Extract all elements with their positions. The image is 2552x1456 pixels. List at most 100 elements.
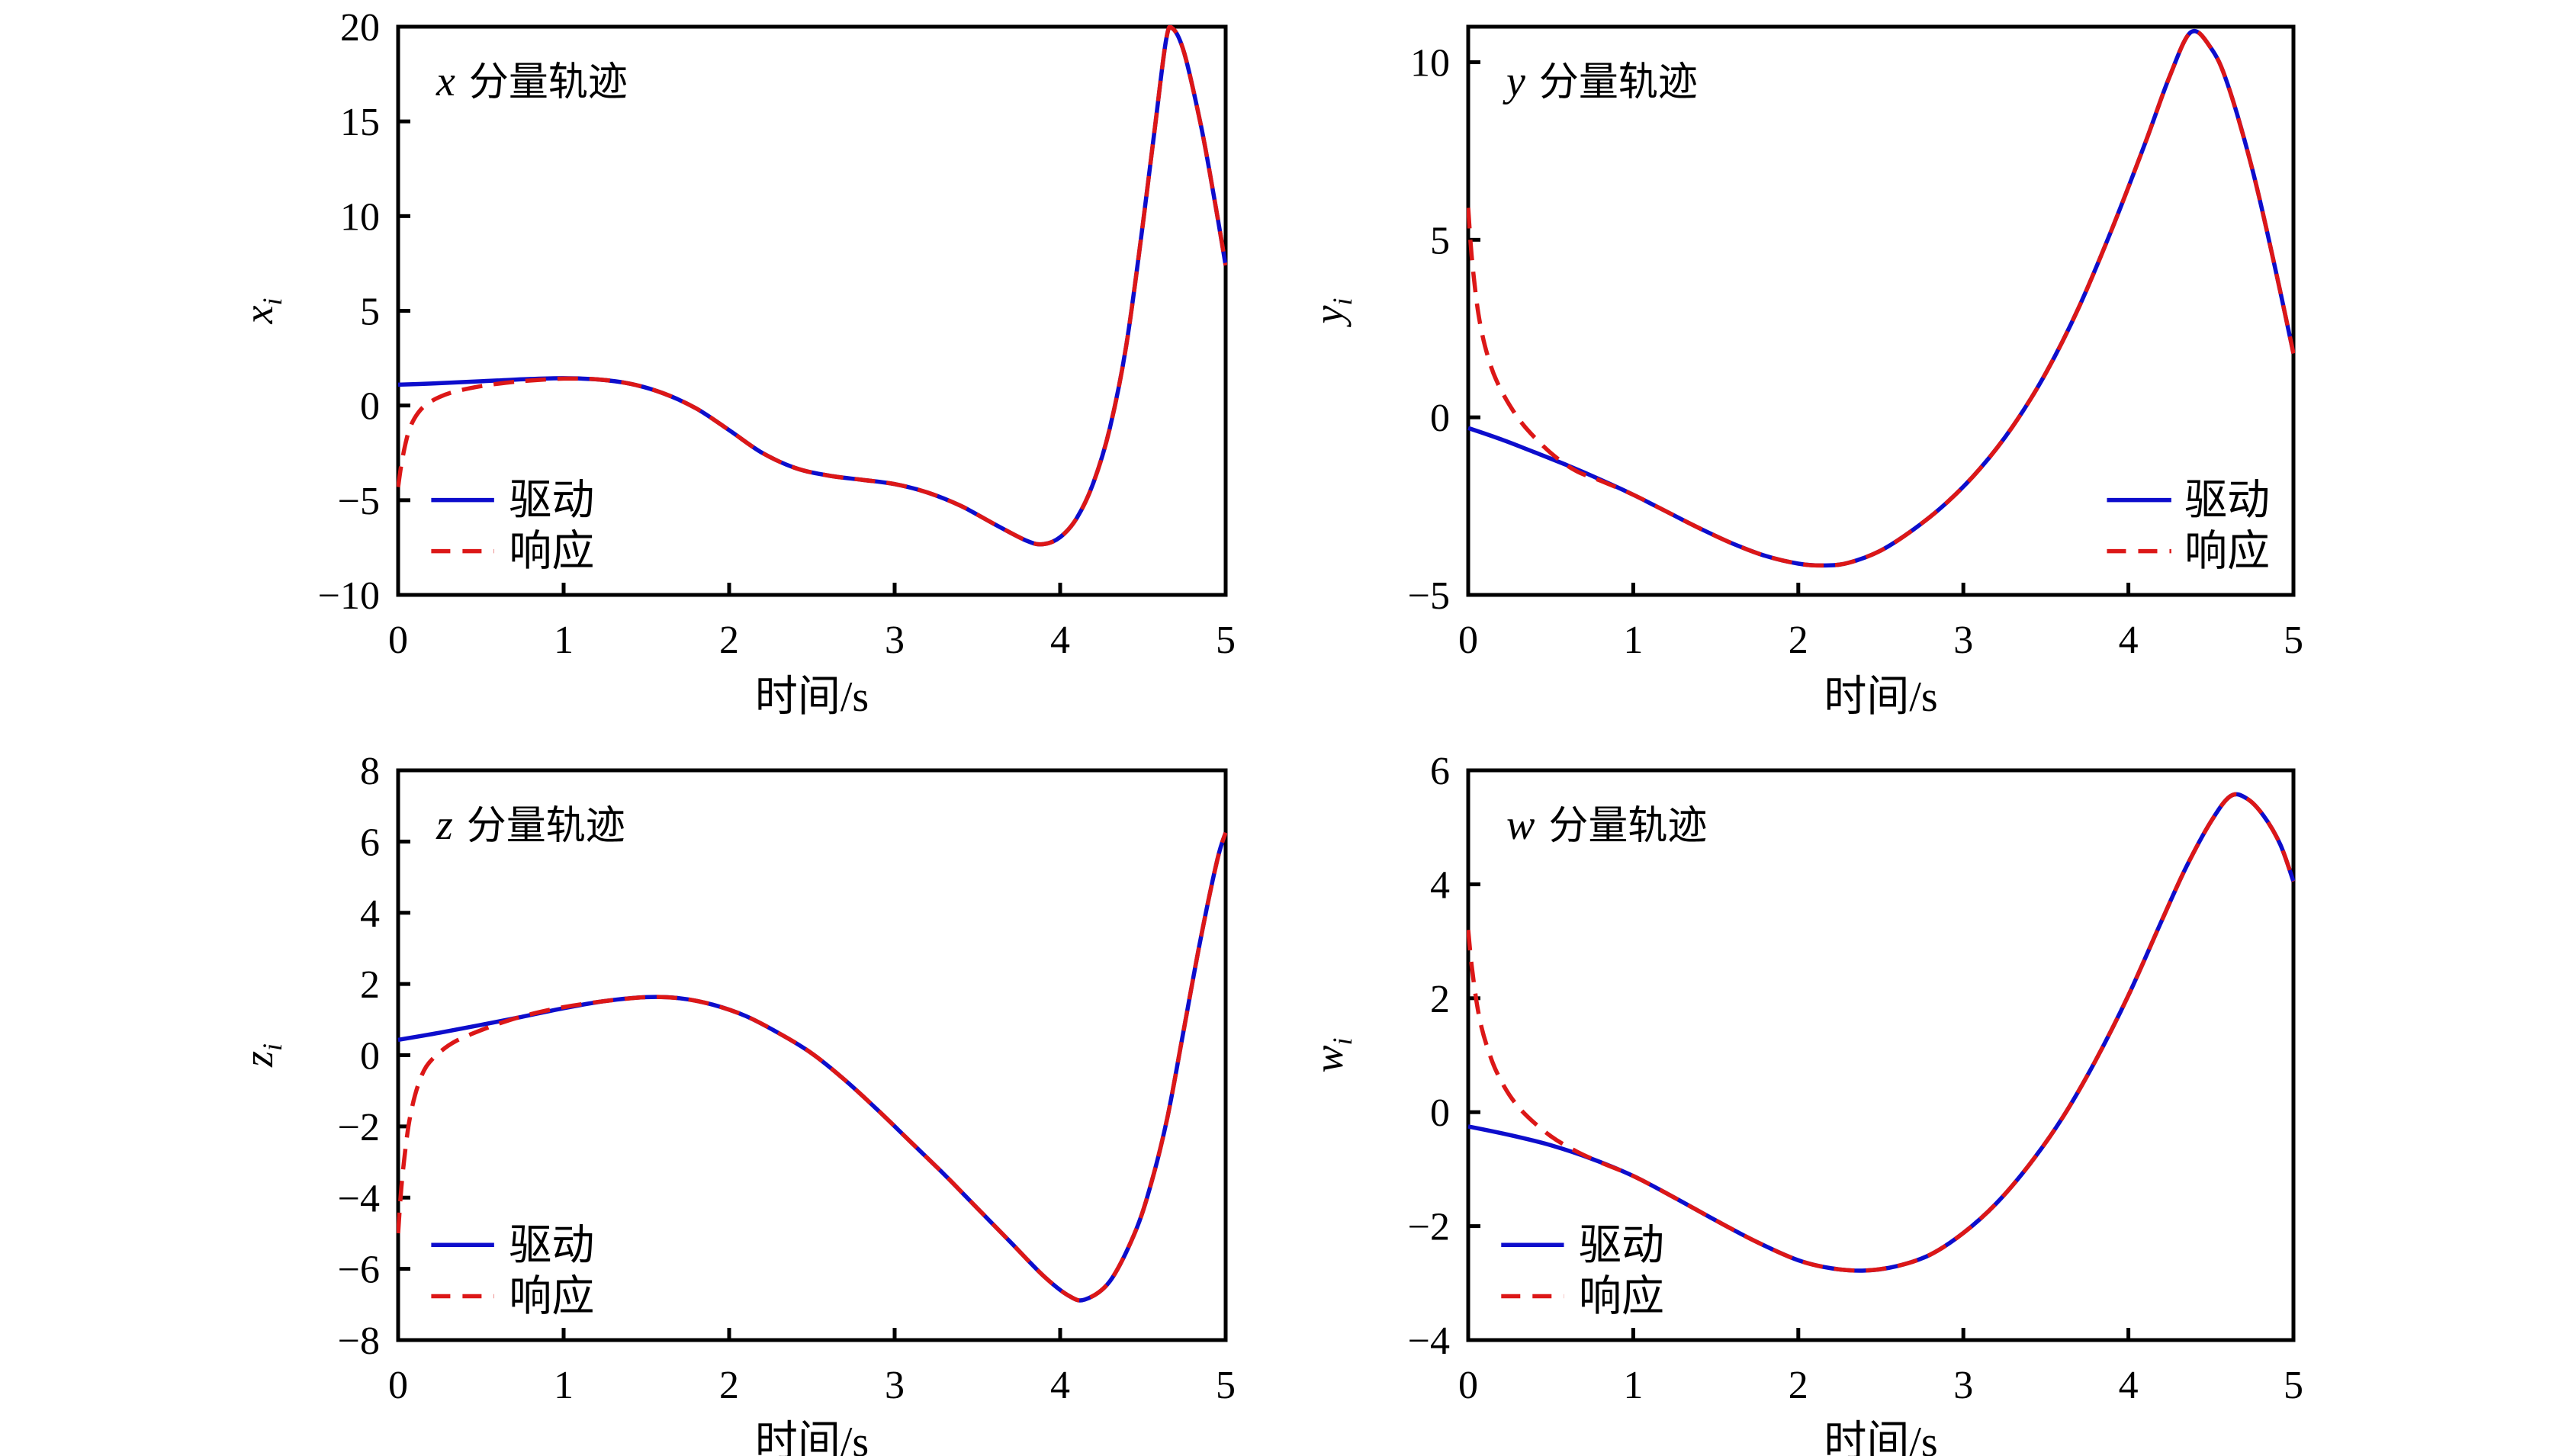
x-tick-label: 2 (1789, 1364, 1808, 1407)
x-tick-label: 2 (719, 1364, 739, 1407)
x-tick-label: 4 (2119, 1364, 2139, 1407)
y-tick-label: −2 (1408, 1206, 1450, 1249)
plot-frame (1466, 768, 2296, 1342)
y-tick-label: 20 (340, 6, 380, 50)
x-axis-label: 时间/s (755, 1419, 869, 1456)
x-axis-label: 时间/s (755, 673, 869, 721)
y-tick-label: 10 (340, 195, 380, 239)
x-tick-label: 4 (1050, 1364, 1070, 1407)
legend-drive-label: 驱动 (2184, 477, 2270, 525)
chart-title: w 分量轨迹 (1506, 802, 1707, 849)
y-axis-label: xi (236, 298, 288, 325)
y-tick-label: 4 (360, 892, 380, 936)
x-axis-label: 时间/s (1824, 1419, 1937, 1456)
chart-title-text: 分量轨迹 (1548, 805, 1707, 848)
y-axis-label: wi (1306, 1037, 1358, 1072)
x-tick-label: 0 (388, 1364, 408, 1407)
y-tick-label: 6 (360, 821, 380, 864)
y-tick-label: 6 (1430, 750, 1450, 793)
x-tick-label: 0 (1458, 619, 1478, 662)
y-axis-label-subscript: i (1327, 298, 1358, 306)
y-tick-label: −2 (338, 1106, 380, 1149)
x-tick-label: 5 (1216, 619, 1236, 662)
response-curve (1467, 792, 2295, 1273)
legend-drive-label: 驱动 (1579, 1222, 1664, 1269)
legend-drive-label: 驱动 (509, 477, 594, 525)
y-tick-label: −5 (1408, 574, 1450, 618)
response-curve (397, 831, 1227, 1303)
x-tick-label: 2 (1789, 619, 1808, 662)
y-axis-label-var: x (236, 305, 281, 324)
response-curve (1467, 28, 2295, 568)
chart-title-text: 分量轨迹 (469, 61, 628, 104)
y-axis-label-var: y (1306, 305, 1352, 327)
y-axis-label: zi (236, 1043, 288, 1068)
chart-title-text: 分量轨迹 (467, 805, 625, 848)
y-axis-label: yi (1306, 298, 1358, 328)
x-tick-label: 5 (2284, 619, 2303, 662)
chart-title: z 分量轨迹 (436, 802, 625, 849)
x-tick-label: 1 (1623, 619, 1643, 662)
x-axis-label: 时间/s (1824, 673, 1937, 721)
y-tick-label: 2 (360, 963, 380, 1007)
x-tick-label: 4 (1050, 619, 1070, 662)
y-tick-label: 0 (1430, 1091, 1450, 1135)
chart-title-var: z (436, 802, 453, 849)
y-tick-label: 0 (360, 1035, 380, 1078)
y-tick-label: 5 (1430, 219, 1450, 262)
chart-title-var: y (1503, 58, 1525, 105)
x-tick-label: 3 (1953, 619, 1973, 662)
response-curve (397, 25, 1227, 547)
y-tick-label: −10 (318, 574, 380, 618)
drive-curve (1467, 792, 2295, 1273)
drive-curve (1467, 28, 2295, 568)
y-tick-label: 0 (360, 385, 380, 429)
x-tick-label: 2 (719, 619, 739, 662)
legend-response-label: 响应 (509, 1273, 594, 1320)
x-tick-label: 4 (2119, 619, 2139, 662)
y-tick-label: 10 (1410, 42, 1450, 85)
x-tick-label: 5 (2284, 1364, 2303, 1407)
chart-title-var: x (436, 58, 455, 105)
x-tick-label: 1 (1623, 1364, 1643, 1407)
y-axis-label-subscript: i (257, 298, 288, 306)
x-tick-label: 3 (1953, 1364, 1973, 1407)
legend-response-label: 响应 (2184, 529, 2270, 576)
x-tick-label: 0 (1458, 1364, 1478, 1407)
y-tick-label: −4 (1408, 1319, 1450, 1363)
x-tick-label: 0 (388, 619, 408, 662)
y-tick-label: 0 (1430, 397, 1450, 440)
chart-title: y 分量轨迹 (1503, 58, 1698, 105)
x-tick-label: 1 (554, 619, 574, 662)
y-tick-label: 5 (360, 291, 380, 334)
y-tick-label: 15 (340, 101, 380, 144)
y-tick-label: 4 (1430, 863, 1450, 907)
y-tick-label: −4 (338, 1177, 380, 1220)
x-tick-label: 3 (885, 619, 905, 662)
x-tick-label: 3 (885, 1364, 905, 1407)
y-tick-label: −8 (338, 1319, 380, 1363)
y-axis-label-subscript: i (257, 1043, 288, 1051)
plot-frame (1466, 24, 2296, 597)
chart-title-var: w (1506, 802, 1535, 849)
y-tick-label: −6 (338, 1249, 380, 1292)
legend-drive-label: 驱动 (509, 1222, 594, 1269)
x-tick-label: 1 (554, 1364, 574, 1407)
y-tick-label: 2 (1430, 978, 1450, 1021)
legend-response-label: 响应 (509, 529, 594, 576)
y-axis-label-subscript: i (1327, 1037, 1358, 1045)
y-axis-label-var: z (236, 1051, 281, 1068)
x-tick-label: 5 (1216, 1364, 1236, 1407)
y-tick-label: 8 (360, 750, 380, 793)
chart-title: x 分量轨迹 (436, 58, 628, 105)
y-axis-label-var: w (1306, 1045, 1352, 1072)
